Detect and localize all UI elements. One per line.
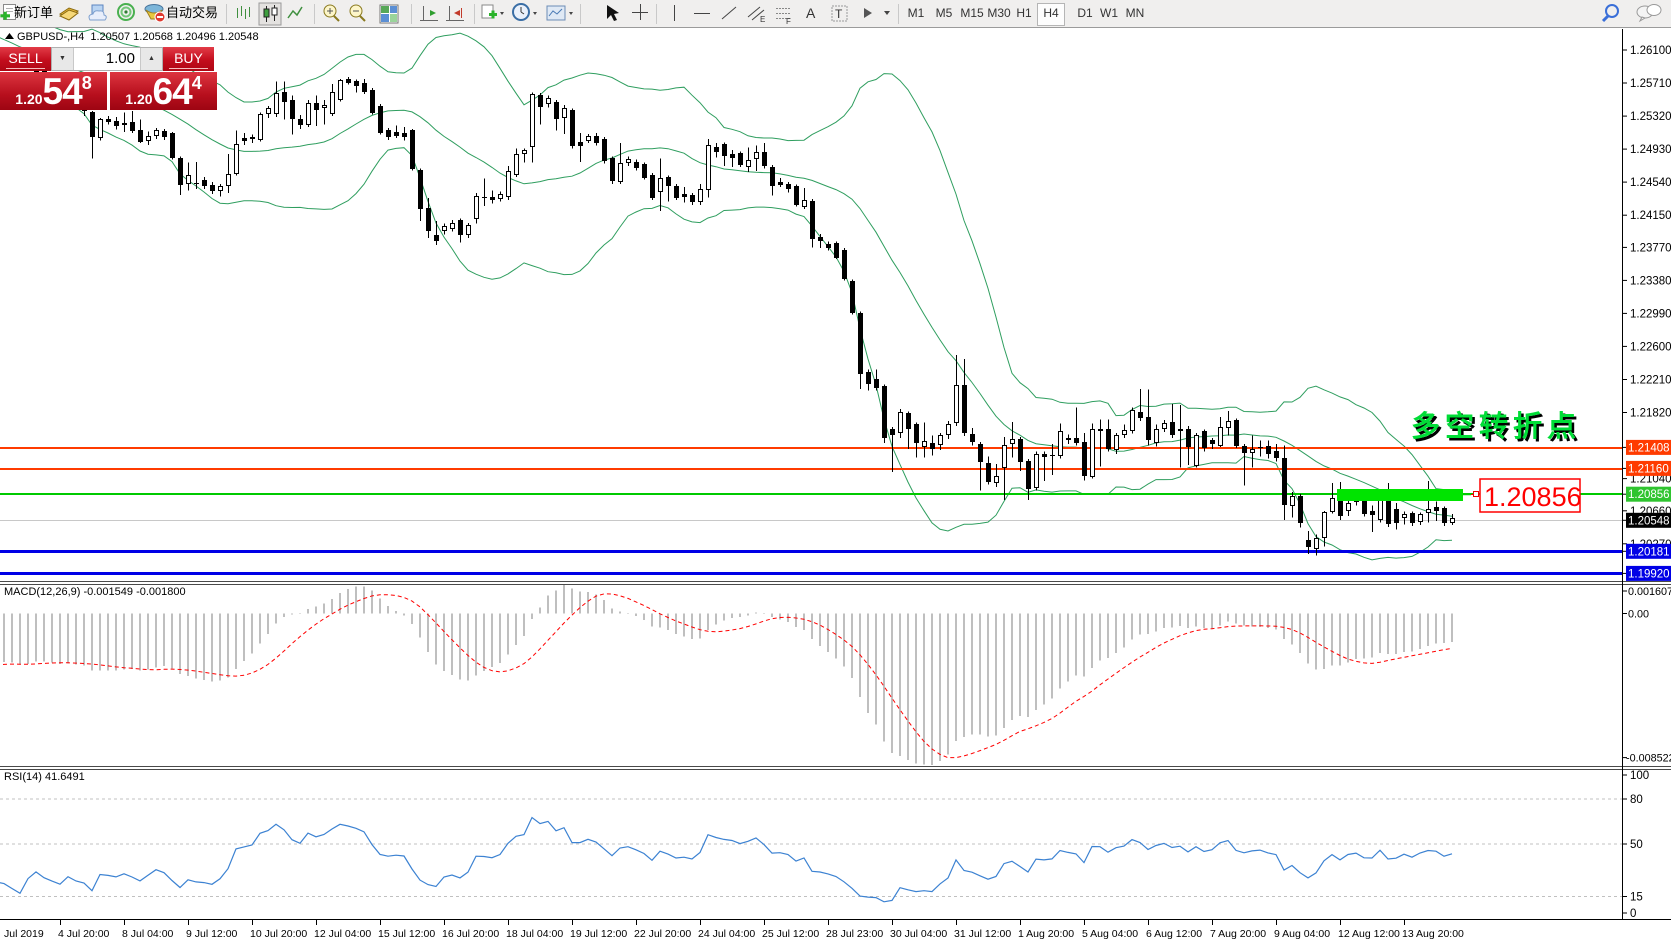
svg-text:9 Aug 04:00: 9 Aug 04:00 xyxy=(1274,928,1330,940)
svg-text:1.26100: 1.26100 xyxy=(1630,45,1671,57)
svg-text:10 Jul 20:00: 10 Jul 20:00 xyxy=(250,928,307,940)
svg-text:A: A xyxy=(806,5,816,21)
svg-text:12 Jul 04:00: 12 Jul 04:00 xyxy=(314,928,371,940)
svg-text:7 Aug 20:00: 7 Aug 20:00 xyxy=(1210,928,1266,940)
svg-text:1.21820: 1.21820 xyxy=(1630,408,1671,420)
svg-text:多空转折点: 多空转折点 xyxy=(1411,409,1581,443)
svg-text:1.21408: 1.21408 xyxy=(1628,442,1670,454)
svg-text:15: 15 xyxy=(1630,892,1643,904)
svg-text:E: E xyxy=(760,15,765,24)
svg-text:0.00: 0.00 xyxy=(1628,609,1649,621)
svg-text:1.24930: 1.24930 xyxy=(1630,144,1671,156)
svg-text:1.19920: 1.19920 xyxy=(1628,568,1670,580)
svg-text:0.001607: 0.001607 xyxy=(1628,586,1671,598)
svg-text:9 Jul 12:00: 9 Jul 12:00 xyxy=(186,928,238,940)
svg-text:100: 100 xyxy=(1630,770,1649,782)
svg-text:1.25320: 1.25320 xyxy=(1630,111,1671,123)
svg-text:1.23380: 1.23380 xyxy=(1630,275,1671,287)
svg-text:1.20856: 1.20856 xyxy=(1628,489,1670,501)
svg-text:22 Jul 20:00: 22 Jul 20:00 xyxy=(634,928,691,940)
svg-text:30 Jul 04:00: 30 Jul 04:00 xyxy=(890,928,947,940)
svg-text:1 Aug 20:00: 1 Aug 20:00 xyxy=(1018,928,1074,940)
svg-text:50: 50 xyxy=(1630,839,1643,851)
svg-text:28 Jul 23:00: 28 Jul 23:00 xyxy=(826,928,883,940)
svg-text:自动交易: 自动交易 xyxy=(166,5,218,20)
svg-text:F: F xyxy=(786,17,791,26)
svg-text:80: 80 xyxy=(1630,794,1643,806)
svg-text:T: T xyxy=(835,7,843,21)
svg-text:13 Aug 20:00: 13 Aug 20:00 xyxy=(1402,928,1464,940)
svg-text:0: 0 xyxy=(1630,908,1636,920)
svg-text:新订单: 新订单 xyxy=(14,5,53,20)
svg-text:8 Jul 04:00: 8 Jul 04:00 xyxy=(122,928,174,940)
svg-text:-0.008522: -0.008522 xyxy=(1626,753,1671,765)
svg-text:1.20856: 1.20856 xyxy=(1484,482,1582,512)
svg-text:1.22210: 1.22210 xyxy=(1630,375,1671,387)
svg-text:15 Jul 12:00: 15 Jul 12:00 xyxy=(378,928,435,940)
svg-text:12 Aug 12:00: 12 Aug 12:00 xyxy=(1338,928,1400,940)
svg-text:MACD(12,26,9) -0.001549 -0.001: MACD(12,26,9) -0.001549 -0.001800 xyxy=(4,586,186,598)
svg-text:5 Aug 04:00: 5 Aug 04:00 xyxy=(1082,928,1138,940)
svg-text:1.24150: 1.24150 xyxy=(1630,210,1671,222)
svg-text:Jul 2019: Jul 2019 xyxy=(4,928,44,940)
svg-text:31 Jul 12:00: 31 Jul 12:00 xyxy=(954,928,1011,940)
svg-text:1.22990: 1.22990 xyxy=(1630,308,1671,320)
svg-text:1.20548: 1.20548 xyxy=(1628,515,1670,527)
svg-text:多空转折点: 多空转折点 xyxy=(1414,412,1584,446)
svg-text:16 Jul 20:00: 16 Jul 20:00 xyxy=(442,928,499,940)
svg-text:RSI(14) 41.6491: RSI(14) 41.6491 xyxy=(4,771,85,783)
svg-text:19 Jul 12:00: 19 Jul 12:00 xyxy=(570,928,627,940)
svg-text:6 Aug 12:00: 6 Aug 12:00 xyxy=(1146,928,1202,940)
svg-text:24 Jul 04:00: 24 Jul 04:00 xyxy=(698,928,755,940)
svg-text:1.21040: 1.21040 xyxy=(1630,474,1671,486)
svg-text:18 Jul 04:00: 18 Jul 04:00 xyxy=(506,928,563,940)
svg-text:1.22600: 1.22600 xyxy=(1630,341,1671,353)
svg-text:GBPUSD-,H4 1.20507 1.20568 1.: GBPUSD-,H4 1.20507 1.20568 1.20496 1.205… xyxy=(17,31,259,43)
svg-text:1.23770: 1.23770 xyxy=(1630,242,1671,254)
svg-text:1.25710: 1.25710 xyxy=(1630,78,1671,90)
svg-text:1.21160: 1.21160 xyxy=(1628,463,1669,475)
svg-text:1.20181: 1.20181 xyxy=(1628,546,1670,558)
svg-text:4 Jul 20:00: 4 Jul 20:00 xyxy=(58,928,110,940)
svg-text:25 Jul 12:00: 25 Jul 12:00 xyxy=(762,928,819,940)
svg-text:1.24540: 1.24540 xyxy=(1630,177,1671,189)
